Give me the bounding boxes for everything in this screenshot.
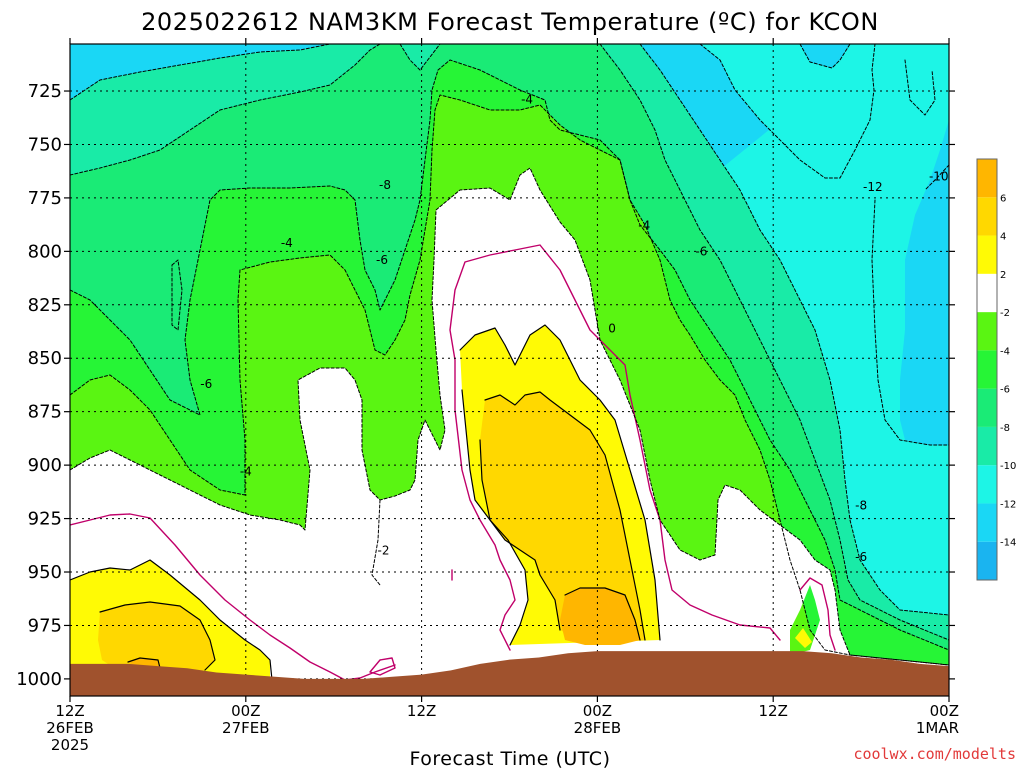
- y-tick-label: 825: [28, 295, 62, 316]
- x-tick-label: 2025: [51, 736, 89, 754]
- colorbar-tick-label: 4: [1000, 232, 1006, 243]
- x-axis-title: Forecast Time (UTC): [410, 748, 611, 768]
- x-tick-label: 12Z: [759, 702, 788, 720]
- contour-minus-8-line: [70, 44, 949, 641]
- y-tick-label: 900: [28, 455, 62, 476]
- y-tick-label: 875: [28, 402, 62, 423]
- colorbar-tick-label: -4: [1000, 346, 1010, 357]
- x-tick-label: 27FEB: [222, 719, 269, 737]
- colorbar-tick-label: -6: [1000, 385, 1010, 396]
- colorbar-segment: [977, 503, 997, 542]
- contour-label: -2: [378, 544, 390, 558]
- contour-0-line: [70, 244, 781, 681]
- x-tick-label: 12Z: [407, 702, 436, 720]
- chart-title: 2025022612 NAM3KM Forecast Temperature (…: [141, 8, 879, 36]
- colorbar-segment: [977, 197, 997, 236]
- contour-labels: -4 -8 -4 -6 -4 -6 -12 -10 0 -6 -4 -8 -6 -2: [200, 93, 949, 564]
- contour-label: -8: [855, 499, 867, 513]
- contour-label: -4: [281, 236, 293, 250]
- contour-2-line: [70, 324, 661, 681]
- credit-text: coolwx.com/modelts: [853, 745, 1016, 763]
- y-tick-label: 750: [28, 134, 62, 155]
- x-tick-label: 00Z: [930, 702, 959, 720]
- colorbar-tick-label: -8: [1000, 423, 1010, 434]
- y-tick-label: 975: [28, 615, 62, 636]
- terrain-surface: [70, 651, 949, 696]
- y-tick-label: 950: [28, 562, 62, 583]
- contour-label: -6: [200, 377, 212, 391]
- colorbar-tick-label: -14: [1000, 538, 1016, 549]
- colorbar-segment: [977, 465, 997, 504]
- colorbar-segment: [977, 426, 997, 466]
- colorbar-frame: [976, 158, 998, 581]
- colorbar-segment: [977, 541, 997, 580]
- y-tick-label: 925: [28, 509, 62, 530]
- y-tick-label: 850: [28, 348, 62, 369]
- colorbar-tick-label: -12: [1000, 499, 1016, 510]
- contour-0-right-loop: [799, 577, 836, 651]
- contour-label: -6: [695, 244, 707, 258]
- colorbar-tick-label: -2: [1000, 308, 1010, 319]
- x-tick-label: 26FEB: [46, 719, 93, 737]
- y-tick-label: 800: [28, 241, 62, 262]
- plot-area: -4 -8 -4 -6 -4 -6 -12 -10 0 -6 -4 -8 -6 -2: [70, 44, 949, 696]
- colorbar-segment: [977, 312, 997, 351]
- colorbar-tick-label: 6: [1000, 193, 1006, 204]
- colorbar-segment: [977, 350, 997, 389]
- contour-label: -10: [929, 170, 949, 184]
- x-tick-label: 12Z: [55, 702, 84, 720]
- colorbar-segment: [977, 273, 997, 313]
- contour-label: -6: [376, 253, 388, 267]
- x-tick-label: 00Z: [583, 702, 612, 720]
- band-6-to-8: [128, 588, 640, 670]
- contour-lines: [70, 44, 949, 681]
- contour-label: -4: [638, 219, 650, 233]
- contour-minus-2-line: [70, 167, 949, 666]
- y-tick-label: 725: [28, 81, 62, 102]
- x-tick-label: 1MAR: [916, 719, 959, 737]
- y-axis: 725 750 775 800 825 850 875 900 925 950 975 1000: [16, 81, 955, 690]
- contour-minus-10-line: [70, 44, 949, 616]
- colorbar: -14 -12 -10 -8 -6 -4 -2 2 4 6: [976, 158, 1016, 581]
- y-tick-label: 1000: [16, 669, 62, 690]
- grid-lines: [70, 44, 949, 696]
- contour-minus-12-line: [699, 44, 949, 446]
- contour-label: -8: [379, 178, 391, 192]
- contour-label: -4: [240, 465, 252, 479]
- x-tick-label: 28FEB: [574, 719, 621, 737]
- contour-4-line: [99, 391, 646, 671]
- contour-6-line: [127, 587, 641, 669]
- contour-label: 0: [608, 321, 616, 335]
- colorbar-tick-label: 2: [1000, 270, 1006, 281]
- contour-label: -6: [855, 550, 867, 564]
- y-tick-label: 775: [28, 188, 62, 209]
- contour-minus-4-line: [70, 94, 949, 666]
- band-4-to-6: [98, 392, 645, 675]
- contour-0-small-loop: [369, 657, 396, 676]
- contour-minus-6-line: [70, 59, 949, 651]
- x-tick-label: 00Z: [231, 702, 260, 720]
- colorbar-segment: [977, 388, 997, 427]
- colorbar-segment: [977, 235, 997, 274]
- colorbar-tick-label: -10: [1000, 461, 1016, 472]
- plot-frame: [69, 43, 950, 697]
- contour-label: -12: [863, 180, 883, 194]
- contour-label: -4: [521, 93, 533, 107]
- colorbar-segment: [977, 159, 997, 198]
- contour-minus-14-line: [799, 44, 851, 69]
